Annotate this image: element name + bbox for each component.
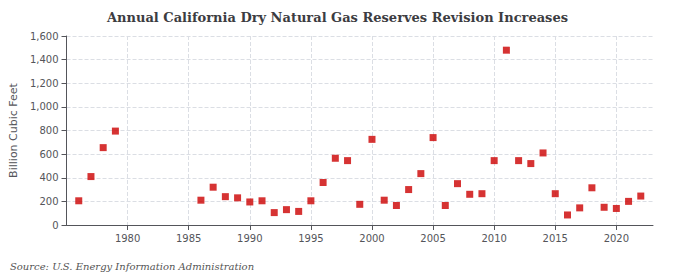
svg-text:1,200: 1,200 <box>30 78 59 89</box>
svg-text:800: 800 <box>39 125 58 136</box>
svg-text:0: 0 <box>52 220 58 231</box>
svg-text:1985: 1985 <box>176 233 201 244</box>
svg-text:2005: 2005 <box>420 233 445 244</box>
svg-text:200: 200 <box>39 196 58 207</box>
svg-text:1980: 1980 <box>115 233 140 244</box>
svg-text:2010: 2010 <box>481 233 506 244</box>
svg-text:2015: 2015 <box>543 233 568 244</box>
svg-text:1990: 1990 <box>237 233 262 244</box>
svg-text:2000: 2000 <box>359 233 384 244</box>
svg-text:Annual California Dry Natural: Annual California Dry Natural Gas Reserv… <box>106 10 568 25</box>
svg-text:400: 400 <box>39 172 58 183</box>
svg-text:2020: 2020 <box>604 233 629 244</box>
svg-text:1,600: 1,600 <box>30 31 59 42</box>
svg-text:1,000: 1,000 <box>30 101 59 112</box>
svg-text:600: 600 <box>39 149 58 160</box>
svg-text:Billion Cubic Feet: Billion Cubic Feet <box>7 82 20 177</box>
svg-text:Source: U.S. Energy Informatio: Source: U.S. Energy Information Administ… <box>10 261 254 272</box>
svg-text:1995: 1995 <box>298 233 323 244</box>
svg-text:1,400: 1,400 <box>30 54 59 65</box>
